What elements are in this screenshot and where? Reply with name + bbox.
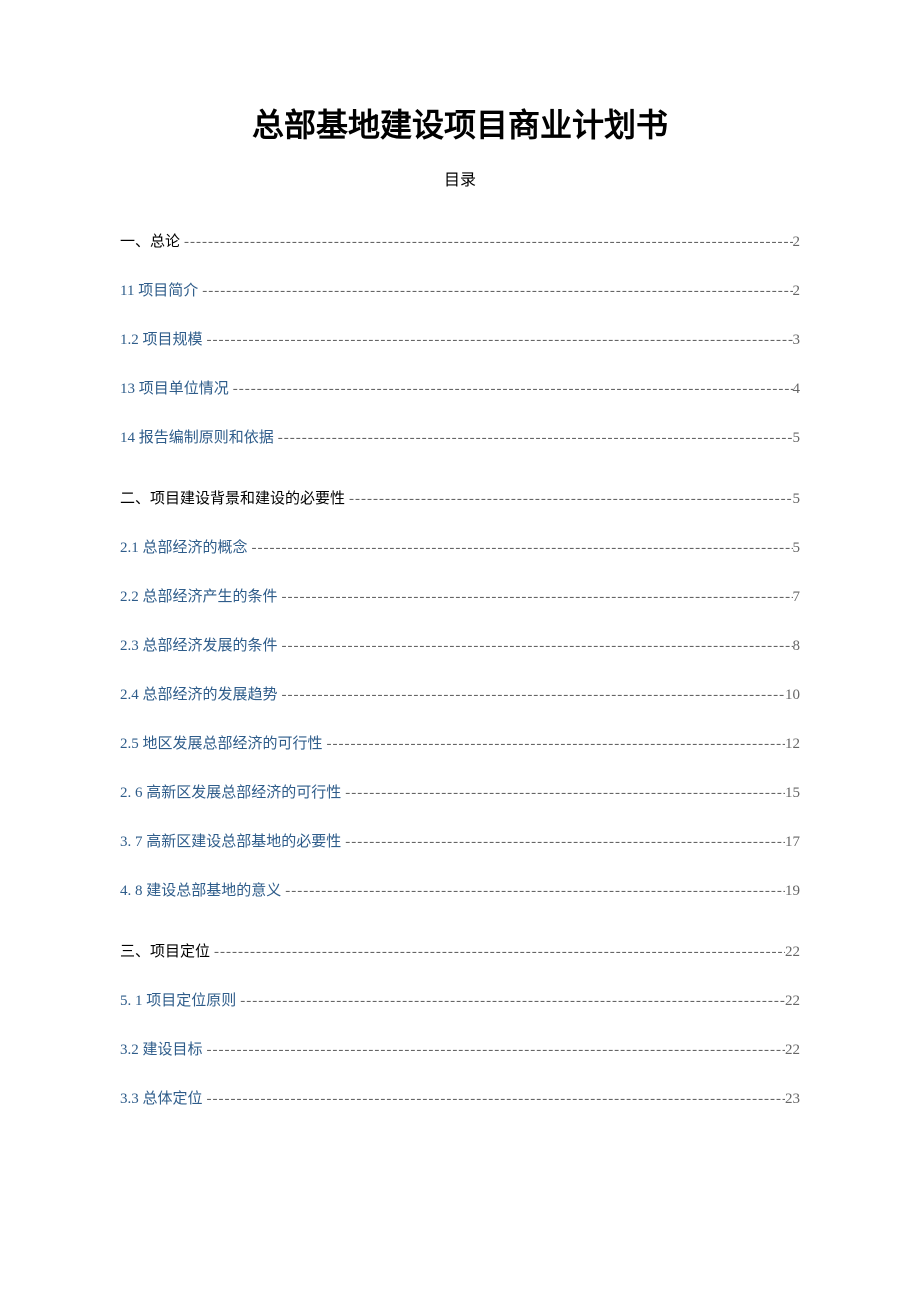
toc-leader: ----------------------------------------… <box>236 993 785 1010</box>
toc-entry-page: 17 <box>785 834 800 851</box>
toc-leader: ----------------------------------------… <box>345 491 792 508</box>
toc-entry-label: 一、总论 <box>120 230 180 251</box>
toc-entry-label: 4. 8 建设总部基地的意义 <box>120 879 281 900</box>
toc-entry-label: 13 项目单位情况 <box>120 377 229 398</box>
toc-entry-label: 3.3 总体定位 <box>120 1087 203 1108</box>
toc-leader: ----------------------------------------… <box>248 540 793 557</box>
toc-entry-label: 3. 7 高新区建设总部基地的必要性 <box>120 830 341 851</box>
toc-leader: ----------------------------------------… <box>203 332 793 349</box>
toc-entry-label: 2. 6 高新区发展总部经济的可行性 <box>120 781 341 802</box>
toc-entry-page: 19 <box>785 883 800 900</box>
document-title: 总部基地建设项目商业计划书 <box>120 100 800 146</box>
toc-entry-page: 4 <box>793 381 801 398</box>
toc-entry: 2.5 地区发展总部经济的可行性------------------------… <box>120 732 800 753</box>
toc-entry-page: 5 <box>793 491 801 508</box>
toc-entry-label: 11 项目简介 <box>120 279 198 300</box>
toc-entry: 三、项目定位----------------------------------… <box>120 940 800 961</box>
toc-entry-page: 3 <box>793 332 801 349</box>
toc-leader: ----------------------------------------… <box>180 234 792 251</box>
toc-entry-label: 2.2 总部经济产生的条件 <box>120 585 278 606</box>
toc-entry: 2.4 总部经济的发展趋势---------------------------… <box>120 683 800 704</box>
toc-entry-label: 二、项目建设背景和建设的必要性 <box>120 487 345 508</box>
toc-leader: ----------------------------------------… <box>203 1091 785 1108</box>
toc-entry-label: 2.4 总部经济的发展趋势 <box>120 683 278 704</box>
toc-entry: 2.3 总部经济发展的条件---------------------------… <box>120 634 800 655</box>
toc-entry-page: 5 <box>793 430 801 447</box>
toc-entry: 1.2 项目规模--------------------------------… <box>120 328 800 349</box>
toc-entry: 13 项目单位情况-------------------------------… <box>120 377 800 398</box>
toc-entry-page: 2 <box>793 283 801 300</box>
toc-entry-label: 2.1 总部经济的概念 <box>120 536 248 557</box>
toc-entry-page: 23 <box>785 1091 800 1108</box>
toc-entry: 2.2 总部经济产生的条件---------------------------… <box>120 585 800 606</box>
toc-entry-page: 22 <box>785 944 800 961</box>
toc-leader: ----------------------------------------… <box>203 1042 785 1059</box>
toc-entry: 3.2 建设目标--------------------------------… <box>120 1038 800 1059</box>
toc-leader: ----------------------------------------… <box>323 736 785 753</box>
toc-entry: 二、项目建设背景和建设的必要性-------------------------… <box>120 487 800 508</box>
toc-entry-page: 7 <box>793 589 801 606</box>
toc-entry-page: 10 <box>785 687 800 704</box>
toc-entry-label: 2.5 地区发展总部经济的可行性 <box>120 732 323 753</box>
toc-entry-page: 5 <box>793 540 801 557</box>
toc-entry-page: 12 <box>785 736 800 753</box>
toc-entry: 一、总论------------------------------------… <box>120 230 800 251</box>
toc-entry-label: 三、项目定位 <box>120 940 210 961</box>
toc-entry-label: 3.2 建设目标 <box>120 1038 203 1059</box>
section-gap <box>120 475 800 487</box>
toc-entry: 11 项目简介---------------------------------… <box>120 279 800 300</box>
toc-leader: ----------------------------------------… <box>278 687 785 704</box>
toc-leader: ----------------------------------------… <box>341 834 785 851</box>
toc-entry: 3.3 总体定位--------------------------------… <box>120 1087 800 1108</box>
toc-entry: 2. 6 高新区发展总部经济的可行性----------------------… <box>120 781 800 802</box>
toc-entry-page: 22 <box>785 1042 800 1059</box>
toc-leader: ----------------------------------------… <box>229 381 793 398</box>
toc-leader: ----------------------------------------… <box>198 283 792 300</box>
table-of-contents: 一、总论------------------------------------… <box>120 230 800 1108</box>
toc-entry-page: 22 <box>785 993 800 1010</box>
toc-entry-label: 2.3 总部经济发展的条件 <box>120 634 278 655</box>
toc-leader: ----------------------------------------… <box>210 944 785 961</box>
toc-leader: ----------------------------------------… <box>341 785 785 802</box>
toc-entry-page: 8 <box>793 638 801 655</box>
toc-leader: ----------------------------------------… <box>281 883 785 900</box>
section-gap <box>120 928 800 940</box>
toc-leader: ----------------------------------------… <box>274 430 793 447</box>
toc-entry-label: 14 报告编制原则和依据 <box>120 426 274 447</box>
toc-entry: 2.1 总部经济的概念-----------------------------… <box>120 536 800 557</box>
toc-leader: ----------------------------------------… <box>278 589 793 606</box>
toc-leader: ----------------------------------------… <box>278 638 793 655</box>
toc-entry: 4. 8 建设总部基地的意义--------------------------… <box>120 879 800 900</box>
document-subtitle: 目录 <box>120 166 800 190</box>
toc-entry: 3. 7 高新区建设总部基地的必要性----------------------… <box>120 830 800 851</box>
toc-entry-label: 1.2 项目规模 <box>120 328 203 349</box>
toc-entry-page: 2 <box>793 234 801 251</box>
toc-entry: 14 报告编制原则和依据----------------------------… <box>120 426 800 447</box>
toc-entry: 5. 1 项目定位原则-----------------------------… <box>120 989 800 1010</box>
toc-entry-page: 15 <box>785 785 800 802</box>
toc-entry-label: 5. 1 项目定位原则 <box>120 989 236 1010</box>
